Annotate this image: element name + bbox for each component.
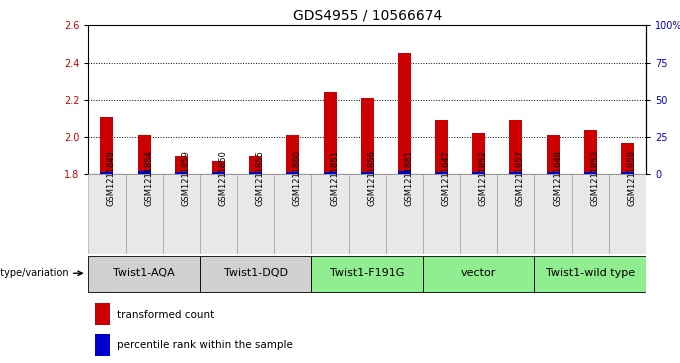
Text: Twist1-AQA: Twist1-AQA: [114, 268, 175, 278]
Bar: [175, 172, 188, 174]
Bar: [572, 174, 609, 254]
Bar: [398, 53, 411, 174]
Bar: [460, 174, 497, 254]
Text: GSM1211855: GSM1211855: [256, 150, 265, 206]
Bar: [249, 172, 262, 174]
Bar: [101, 172, 114, 174]
Bar: [286, 135, 299, 174]
Bar: [311, 174, 349, 254]
Bar: [472, 172, 486, 174]
Bar: [237, 174, 274, 254]
Text: GSM1211856: GSM1211856: [367, 150, 376, 206]
Bar: [609, 174, 646, 254]
Bar: [212, 161, 225, 174]
Text: GSM1211852: GSM1211852: [479, 150, 488, 206]
Bar: [509, 120, 522, 174]
Bar: [435, 120, 448, 174]
Bar: [621, 143, 634, 174]
Bar: [88, 256, 200, 292]
Bar: [547, 135, 560, 174]
Bar: [249, 156, 262, 174]
Bar: [274, 174, 311, 254]
Text: GSM1211858: GSM1211858: [628, 150, 636, 206]
Text: vector: vector: [461, 268, 496, 278]
Text: GSM1211857: GSM1211857: [516, 150, 525, 206]
Text: GSM1211854: GSM1211854: [144, 150, 153, 206]
Text: GSM1211853: GSM1211853: [590, 150, 599, 206]
Bar: [360, 98, 374, 174]
Bar: [163, 174, 200, 254]
Bar: [88, 174, 126, 254]
Bar: [583, 172, 597, 174]
Bar: [349, 174, 386, 254]
Text: GSM1211859: GSM1211859: [182, 150, 190, 206]
Bar: [472, 133, 486, 174]
Bar: [175, 156, 188, 174]
Text: GSM1211850: GSM1211850: [218, 150, 228, 206]
Text: GSM1211861: GSM1211861: [405, 150, 413, 206]
Bar: [95, 303, 110, 325]
Bar: [547, 172, 560, 174]
Bar: [435, 172, 448, 174]
Bar: [386, 174, 423, 254]
Bar: [126, 174, 163, 254]
Bar: [286, 172, 299, 174]
Bar: [137, 135, 151, 174]
Text: GSM1211847: GSM1211847: [441, 150, 451, 206]
Text: GSM1211848: GSM1211848: [553, 150, 562, 206]
Bar: [534, 174, 572, 254]
Text: GSM1211851: GSM1211851: [330, 150, 339, 206]
Bar: [621, 172, 634, 174]
Bar: [509, 172, 522, 174]
Text: Twist1-DQD: Twist1-DQD: [224, 268, 288, 278]
Text: percentile rank within the sample: percentile rank within the sample: [117, 340, 293, 350]
Bar: [324, 92, 337, 174]
Bar: [200, 256, 311, 292]
Bar: [137, 171, 151, 174]
Text: Twist1-wild type: Twist1-wild type: [545, 268, 635, 278]
Bar: [583, 130, 597, 174]
Bar: [423, 174, 460, 254]
Bar: [311, 256, 423, 292]
Bar: [200, 174, 237, 254]
Title: GDS4955 / 10566674: GDS4955 / 10566674: [292, 9, 442, 23]
Bar: [360, 172, 374, 174]
Bar: [324, 172, 337, 174]
Bar: [423, 256, 534, 292]
Text: Twist1-F191G: Twist1-F191G: [330, 268, 405, 278]
Text: genotype/variation: genotype/variation: [0, 268, 69, 278]
Bar: [95, 334, 110, 356]
Bar: [398, 171, 411, 174]
Text: transformed count: transformed count: [117, 310, 214, 320]
Bar: [212, 172, 225, 174]
Text: GSM1211860: GSM1211860: [293, 150, 302, 206]
Bar: [534, 256, 646, 292]
Bar: [101, 117, 114, 174]
Text: GSM1211849: GSM1211849: [107, 150, 116, 206]
Bar: [497, 174, 534, 254]
